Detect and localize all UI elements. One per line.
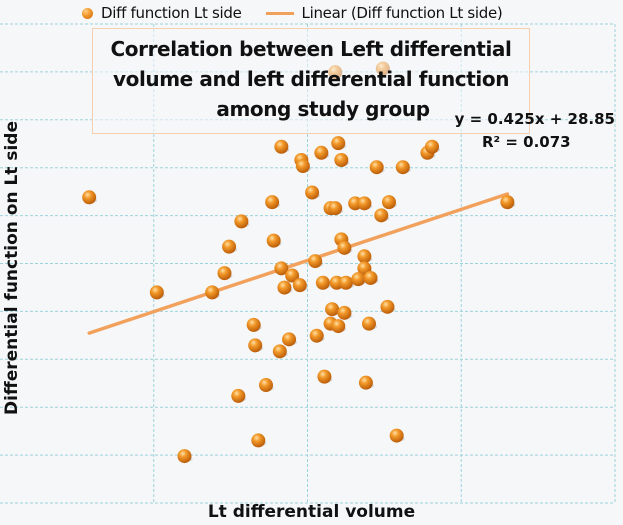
data-point [338,275,353,290]
data-point [357,196,372,211]
data-point [351,272,366,287]
chart-title: Correlation between Left differential vo… [92,34,530,124]
data-point [234,214,249,229]
data-point [395,160,410,175]
data-point [292,278,307,293]
data-point [314,145,329,160]
data-point [248,338,263,353]
data-point [389,428,404,443]
data-point [357,249,372,264]
data-point [277,280,292,295]
data-point [82,190,97,205]
data-point [222,239,237,254]
title-box [92,28,530,134]
trendline-equation: y = 0.425x + 28.85 [454,110,615,128]
data-point [305,185,320,200]
title-line-3: among study group [216,97,430,121]
legend-line-icon [265,11,294,15]
data-point [149,285,164,300]
data-point [380,299,395,314]
data-point [369,160,384,175]
data-point [381,195,396,210]
trendline-r-squared: R² = 0.073 [482,133,571,151]
data-point [285,268,300,283]
data-points [82,61,516,464]
data-point [337,240,352,255]
data-point [374,208,389,223]
data-point [177,449,192,464]
legend-label-series: Diff function Lt side [101,4,242,22]
data-point [425,139,440,154]
legend: Diff function Lt side Linear (Diff funct… [82,4,503,22]
data-point [272,344,287,359]
data-point [282,332,297,347]
data-point [231,388,246,403]
data-point [331,136,346,151]
y-axis-label: Differential function on Lt side [2,121,22,415]
legend-label-trendline: Linear (Diff function Lt side) [301,4,503,22]
data-point [309,328,324,343]
data-point [362,316,376,331]
data-point [331,319,346,334]
data-point [308,254,323,269]
data-point [363,270,378,285]
title-line-1: Correlation between Left differential [110,37,512,61]
data-point [251,433,266,448]
data-point [205,285,220,300]
data-point [246,317,261,332]
data-point [315,275,330,290]
data-point [265,195,280,210]
data-point [258,378,273,393]
data-point [217,266,232,281]
data-point [500,195,515,210]
x-axis-label: Lt differential volume [207,502,416,522]
trendline-group [87,192,510,335]
data-point [358,375,373,390]
data-point [317,369,332,384]
linear-trendline [87,192,510,335]
data-point [334,152,349,167]
title-line-2: volume and left differential function [112,67,510,91]
data-point [295,159,310,174]
data-point [274,261,289,276]
data-point [274,139,289,154]
data-point [337,305,352,320]
data-point [328,201,343,216]
data-point [325,302,340,317]
legend-marker-icon [82,7,93,19]
data-point [266,233,281,248]
